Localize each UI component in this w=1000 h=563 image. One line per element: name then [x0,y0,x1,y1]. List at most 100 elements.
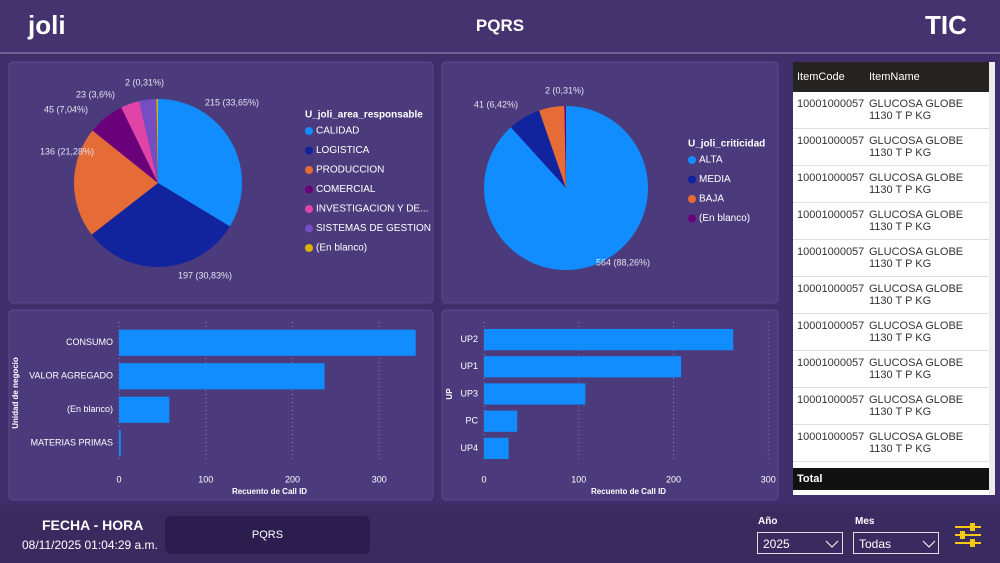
y-tick-label: UP3 [460,388,478,398]
dropdown-arrows [825,540,936,548]
x-tick-label: 0 [116,474,121,484]
slicer-label: Mes [855,516,875,527]
legend-label: LOGISTICA [316,145,370,156]
y-tick-label: MATERIAS PRIMAS [31,438,113,448]
table-cell: GLUCOSA GLOBE 1130 T P KG [865,165,989,203]
x-tick-label: 200 [666,474,681,484]
legend-marker [688,195,696,203]
bar [119,329,416,356]
y-axis-title: UP [445,388,454,400]
bar [119,430,121,457]
table-cell: GLUCOSA GLOBE 1130 T P KG [865,387,989,425]
table-cell: 10001000057 [793,387,865,425]
y-tick-label: UP2 [460,334,478,344]
table-cell: 10001000057 [793,276,865,314]
legend-marker [305,224,313,233]
x-tick-label: 0 [481,474,486,484]
page-title: PQRS [475,16,525,35]
column-header: ItemName [865,62,989,92]
bar [484,356,682,378]
chevron [825,540,839,548]
pie-slice [539,106,566,188]
pie-slice [91,183,230,268]
pie-slice [92,107,158,183]
data-label: 2 (0,31%) [125,77,164,87]
table-cell: 10001000057 [793,92,865,129]
table: ItemCode ItemName 10001000057 GLUCOSA GLOBE… [793,62,995,495]
table-cell: GLUCOSA GLOBE 1130 T P KG [865,92,989,129]
table-cell: 10001000057 [793,350,865,388]
legend-title: U_joli_area_responsable [305,110,423,121]
bar [484,383,586,405]
legend-title: U_joli_criticidad [688,139,765,150]
y-tick-label: VALOR AGREGADO [29,371,113,381]
legend-marker [305,205,313,213]
legend-label: (En blanco) [316,243,367,254]
bar [484,328,734,351]
legend-label: INVESTIGACION Y DE... [316,204,428,215]
bar [484,410,518,432]
slicer-label: Año [758,516,778,527]
data-label: 215 (33,65%) [205,97,259,107]
scrollbar[interactable] [989,62,995,495]
table-cell: 10001000057 [793,165,865,203]
legend-marker [305,185,313,194]
data-label: 41 (6,42%) [474,99,518,109]
legend-marker [688,214,696,223]
x-tick-label: 100 [198,474,213,484]
table-cell: 10001000057 [793,313,865,351]
legend-label: PRODUCCION [316,165,384,176]
pie-slice [510,110,566,188]
datetime: 08/11/2025 01:04:29 a.m. [22,538,158,552]
pie-slice [156,99,158,183]
data-label: 23 (3,6%) [76,89,115,99]
y-axis-title: Unidad de negocio [11,357,20,429]
table-header: ItemCode ItemName [793,62,989,92]
table-cell: GLUCOSA GLOBE 1130 T P KG [865,424,989,462]
chevron [922,540,936,548]
panel [8,309,434,501]
x-tick-label: 300 [761,474,776,484]
legend-label: BAJA [699,194,724,205]
table-cell: GLUCOSA GLOBE 1130 T P KG [865,276,989,314]
table-cell: GLUCOSA GLOBE 1130 T P KG [865,350,989,388]
charts: 215 (33,65%) 197 (30,83%) 136 (21,28%) 45 (… [8,61,779,501]
pie-slice [121,101,158,183]
x-tick-label: 300 [372,474,387,484]
table-cell: GLUCOSA GLOBE 1130 T P KG [865,128,989,166]
legend-label: MEDIA [699,174,731,185]
header [0,0,1000,54]
legend-label: COMERCIAL [316,184,376,195]
nav-button[interactable]: PQRS [165,516,370,554]
month-dropdown[interactable]: Todas [853,532,939,554]
table-cell: 10001000057 [793,424,865,462]
y-tick-label: (En blanco) [67,404,113,414]
table-cell: 10001000057 [793,128,865,166]
filter-icon[interactable] [954,522,982,548]
table-grid: ItemCode ItemName 10001000057 GLUCOSA GLOBE… [793,62,989,495]
legend-marker [305,244,313,252]
legend-label: (En blanco) [699,213,750,224]
pie-slice [139,99,158,183]
x-axis-title: Recuento de Call ID [591,487,666,496]
logo: joli [28,10,66,40]
column-header: ItemCode [793,62,865,92]
year-dropdown[interactable]: 2025 [757,532,843,554]
table-cell: GLUCOSA GLOBE 1130 T P KG [865,202,989,240]
bar [484,437,509,460]
data-label: 2 (0,31%) [545,85,584,95]
legend-label: CALIDAD [316,126,359,137]
legend-label: SISTEMAS DE GESTION [316,223,431,234]
pie-slice [158,99,242,227]
y-tick-label: UP1 [460,361,478,371]
